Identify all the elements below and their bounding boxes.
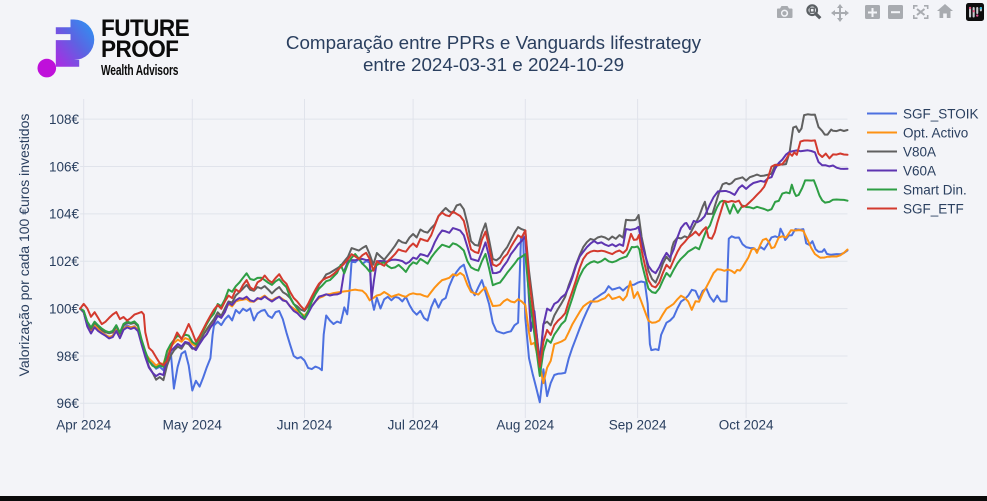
- svg-text:V60A: V60A: [903, 163, 936, 178]
- svg-text:V80A: V80A: [903, 144, 936, 159]
- svg-text:Oct 2024: Oct 2024: [719, 418, 774, 433]
- svg-text:SGF_ETF: SGF_ETF: [903, 201, 964, 216]
- svg-text:Smart Din.: Smart Din.: [903, 182, 967, 197]
- svg-text:Opt. Activo: Opt. Activo: [903, 125, 968, 140]
- svg-text:102€: 102€: [49, 254, 80, 269]
- svg-text:100€: 100€: [49, 301, 80, 316]
- svg-text:Jul 2024: Jul 2024: [388, 418, 440, 433]
- svg-text:96€: 96€: [56, 396, 79, 411]
- svg-text:May 2024: May 2024: [163, 418, 223, 433]
- svg-text:SGF_STOIK: SGF_STOIK: [903, 106, 979, 121]
- svg-text:98€: 98€: [56, 349, 79, 364]
- svg-text:106€: 106€: [49, 159, 80, 174]
- svg-text:Apr 2024: Apr 2024: [56, 418, 111, 433]
- svg-text:Aug 2024: Aug 2024: [496, 418, 554, 433]
- svg-text:Sep 2024: Sep 2024: [609, 418, 667, 433]
- svg-text:108€: 108€: [49, 112, 80, 127]
- svg-text:104€: 104€: [49, 207, 80, 222]
- svg-text:Jun 2024: Jun 2024: [277, 418, 333, 433]
